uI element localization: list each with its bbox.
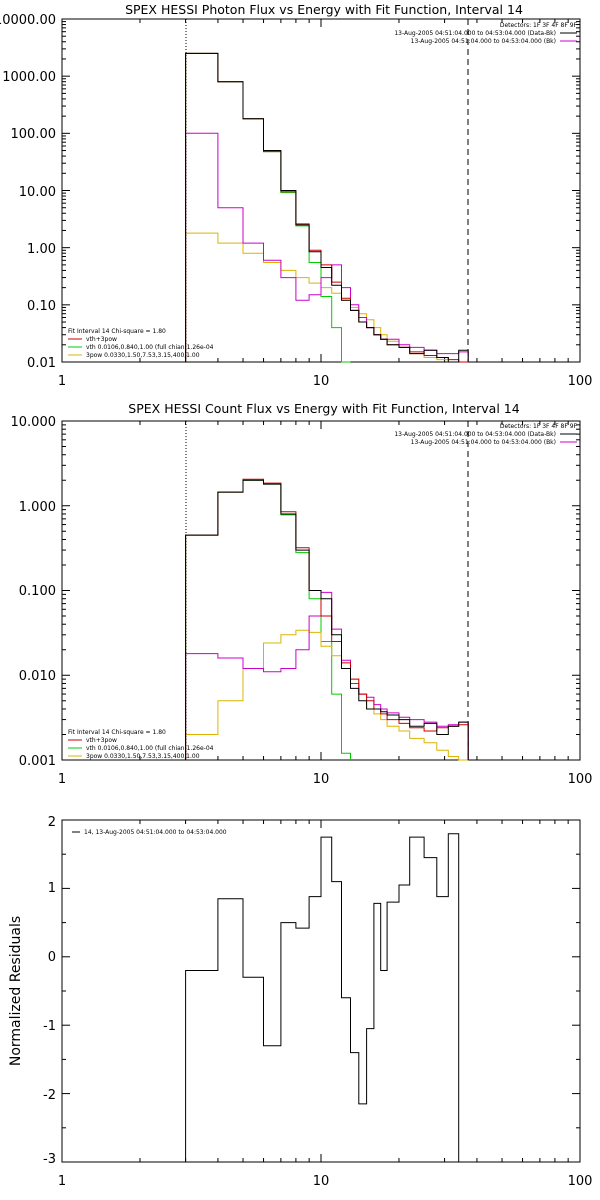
legend-bk: 13-Aug-2005 04:51:04.000 to 04:53:04.000… [411,439,556,446]
residuals-ticks [61,819,581,1163]
series-data-bk [185,52,469,363]
series-data-bk [185,479,469,760]
y-tick-label-10000.00: 10000.00 [0,13,56,28]
x-tick-label-10: 10 [313,1174,330,1189]
x-tick-label-100: 100 [568,1174,593,1189]
legend-bk: 13-Aug-2005 04:51:04.000 to 04:53:04.000… [411,38,556,45]
x-tick-label-1: 1 [58,1174,66,1189]
residuals-panel: 1 10 100 -3 -2 -1 0 1 2 Normalized Resid… [8,815,592,1189]
y-tick-label-2: 2 [48,815,56,830]
series-14-13-aug-2005-04-51-04-000-to-04-53-04-000 [185,833,469,1163]
y-tick-label-0.10: 0.10 [27,299,56,314]
count-flux-panel: SPEX HESSI Count Flux vs Energy with Fit… [11,401,593,787]
y-tick-label-0: 0 [48,950,56,965]
legend-residuals: 14, 13-Aug-2005 04:51:04.000 to 04:53:04… [84,829,227,836]
residuals-series [185,833,469,1163]
y-tick-label-0.001: 0.001 [19,754,56,769]
photon-flux-series [185,52,469,363]
residuals-y-axis-label: Normalized Residuals [8,916,24,1066]
photon-flux-panel: SPEX HESSI Photon Flux vs Energy with Fi… [0,2,592,389]
legend-power: 3pow 0.0330,1.50,7.53,3.15,400,1.00 [86,753,200,760]
x-tick-label-10: 10 [313,772,330,787]
x-tick-label-1: 1 [58,772,66,787]
count-flux-ticks [61,420,581,761]
legend-thermal: vth 0.0106,0.840,1.00 (full chian:1.26e-… [86,344,214,351]
x-tick-label-100: 100 [568,772,593,787]
legend-data-bk: 13-Aug-2005 04:51:04.000 to 04:53:04.000… [394,30,556,37]
legend-fit-interval: Fit Interval 14 Chi-square = 1.80 [68,328,166,335]
legend-total: vth+3pow [86,336,117,343]
y-tick-label-0.100: 0.100 [19,584,56,599]
count-flux-series [185,478,469,761]
x-tick-label-10: 10 [313,374,330,389]
y-tick-label-minus-3: -3 [43,1152,56,1167]
y-tick-label-10.000: 10.000 [11,415,57,430]
y-tick-label-minus-1: -1 [43,1019,56,1034]
y-tick-label-1000.00: 1000.00 [2,70,56,85]
y-tick-label-1.00: 1.00 [27,242,56,257]
legend-detectors: Detectors: 1F 3F 4F 8F 9F [500,22,578,29]
legend-data-bk: 13-Aug-2005 04:51:04.000 to 04:53:04.000… [394,431,556,438]
photon-flux-title: SPEX HESSI Photon Flux vs Energy with Fi… [125,2,523,17]
legend-power: 3pow 0.0330,1.50,7.53,3.15,400,1.00 [86,352,200,359]
legend-fit-interval: Fit Interval 14 Chi-square = 1.80 [68,729,166,736]
series-vth-3pow [185,478,469,760]
legend-detectors: Detectors: 1F 3F 4F 8F 9F [500,423,578,430]
y-tick-label-10.00: 10.00 [19,185,56,200]
y-tick-label-0.01: 0.01 [27,356,56,371]
photon-flux-ticks [61,18,581,363]
x-tick-label-1: 1 [58,374,66,389]
y-tick-label-minus-2: -2 [43,1088,56,1103]
y-tick-label-1.000: 1.000 [19,500,56,515]
count-flux-title: SPEX HESSI Count Flux vs Energy with Fit… [128,401,519,416]
legend-total: vth+3pow [86,737,117,744]
y-tick-label-1: 1 [48,881,56,896]
legend-thermal: vth 0.0106,0.840,1.00 (full chian:1.26e-… [86,745,214,752]
x-tick-label-100: 100 [568,374,593,389]
y-tick-label-0.010: 0.010 [19,669,56,684]
y-tick-label-100.00: 100.00 [11,127,57,142]
